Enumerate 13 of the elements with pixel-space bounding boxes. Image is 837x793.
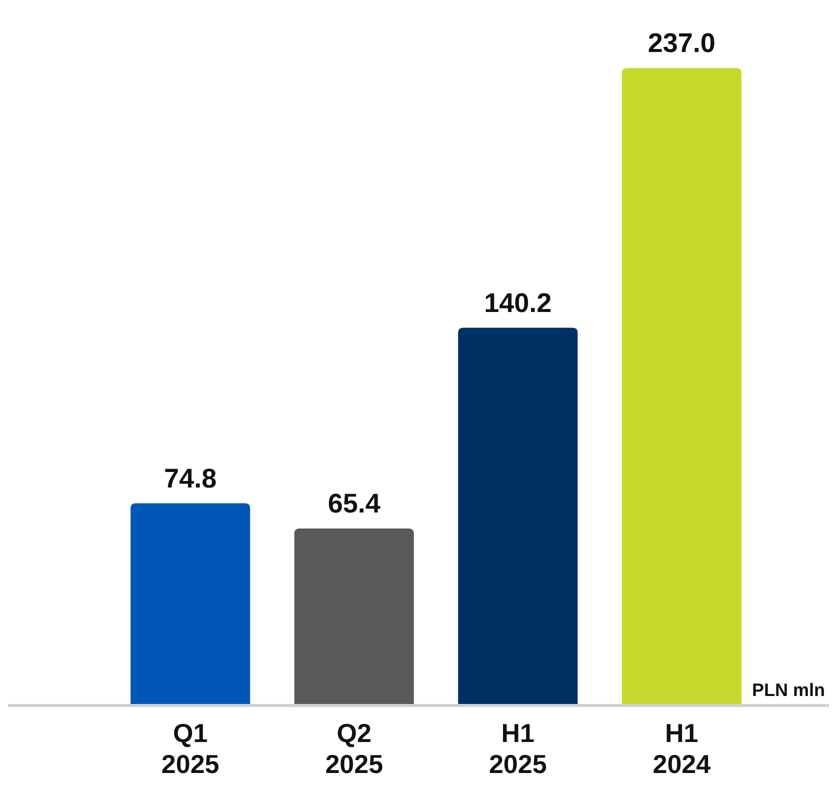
annotation: PLN mln [752, 680, 825, 700]
x-tick-label: H1 2024 [652, 718, 712, 779]
bar [622, 68, 742, 704]
bar [458, 328, 578, 704]
data-label: 74.8 [164, 463, 217, 494]
x-tick-label: Q1 2025 [161, 718, 220, 779]
data-label: 65.4 [328, 488, 380, 518]
bar [130, 503, 250, 704]
data-label: 237.0 [648, 28, 716, 58]
x-tick-label: H1 2025 [488, 718, 547, 779]
bar [294, 528, 414, 704]
x-tick-label: Q2 2025 [325, 718, 384, 779]
data-label: 140.2 [484, 288, 552, 318]
